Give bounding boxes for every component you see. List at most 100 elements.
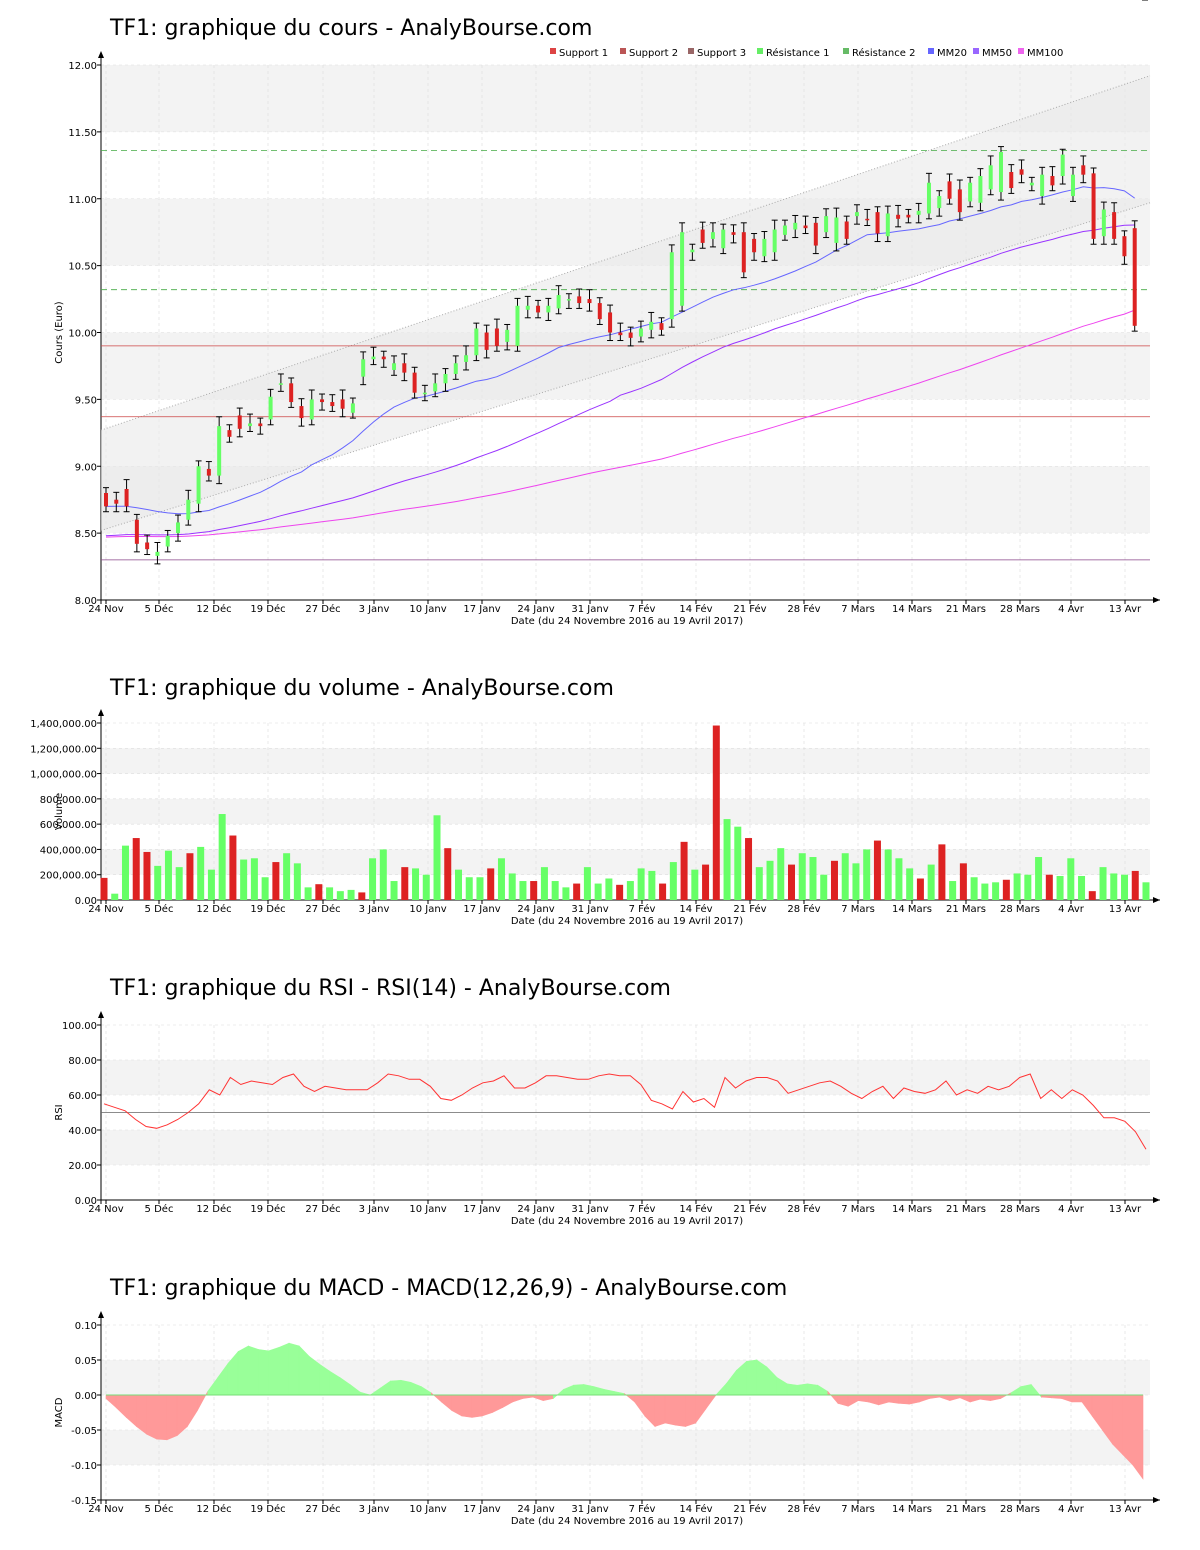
candle-body bbox=[669, 252, 674, 320]
candle bbox=[946, 173, 953, 205]
volume-bar bbox=[992, 882, 1000, 900]
y-tick-label: 0.10 bbox=[75, 1321, 97, 1332]
volume-bar bbox=[229, 835, 237, 900]
candle bbox=[319, 393, 326, 411]
volume-bar bbox=[852, 863, 860, 900]
volume-bar bbox=[315, 884, 323, 900]
candle-body bbox=[104, 493, 108, 507]
volume-bar bbox=[1067, 858, 1075, 900]
y-tick-label: 11.00 bbox=[68, 195, 97, 206]
volume-bar bbox=[379, 849, 387, 900]
x-tick-label: 24 Nov bbox=[88, 604, 124, 615]
candle-body bbox=[608, 312, 613, 333]
volume-bar bbox=[669, 862, 677, 900]
candle bbox=[133, 513, 140, 553]
volume-bar bbox=[562, 887, 570, 900]
x-tick-label: 19 Déc bbox=[250, 1503, 285, 1515]
volume-bar bbox=[465, 877, 473, 900]
volume-bar bbox=[175, 867, 183, 900]
y-tick-label: -0.10 bbox=[71, 1461, 97, 1472]
candle-body bbox=[947, 181, 952, 199]
macd-area-segment bbox=[176, 1394, 188, 1437]
candle bbox=[175, 514, 182, 542]
candle bbox=[1008, 164, 1015, 194]
volume-bar bbox=[1099, 867, 1107, 900]
candle bbox=[555, 285, 562, 315]
macd-area-segment bbox=[786, 1383, 798, 1396]
candle bbox=[997, 146, 1004, 201]
macd-area-segment bbox=[105, 1394, 117, 1409]
candle bbox=[164, 529, 171, 553]
volume-bar bbox=[1035, 857, 1043, 900]
x-tick-label: 17 Janv bbox=[463, 1504, 500, 1515]
candle bbox=[154, 541, 161, 565]
chart-title: TF1: graphique du MACD - MACD(12,26,9) -… bbox=[109, 1276, 787, 1301]
x-tick-label: 31 Janv bbox=[571, 1204, 608, 1215]
candle bbox=[751, 233, 758, 261]
candle bbox=[1121, 230, 1128, 265]
macd-area-segment bbox=[136, 1394, 147, 1435]
macd-area-segment bbox=[1132, 1394, 1144, 1480]
legend-label: MM50 bbox=[982, 48, 1012, 59]
legend-swatch bbox=[928, 48, 934, 54]
candle-body bbox=[659, 323, 664, 330]
candle bbox=[1018, 159, 1025, 184]
candle bbox=[925, 172, 932, 220]
candle-body bbox=[752, 238, 757, 253]
chart-title: TF1: graphique du RSI - RSI(14) - AnalyB… bbox=[109, 976, 671, 1001]
candle-body bbox=[484, 332, 489, 350]
candle bbox=[853, 204, 860, 225]
candle bbox=[1039, 166, 1046, 205]
volume-bar bbox=[809, 857, 817, 900]
y-tick-label: -0.15 bbox=[71, 1496, 97, 1507]
macd-area-segment bbox=[1091, 1394, 1103, 1431]
y-axis-arrow bbox=[98, 1311, 104, 1318]
panel-price: TF1: graphique du cours - AnalyBourse.co… bbox=[54, 0, 1160, 627]
candle bbox=[1131, 220, 1138, 332]
volume-bar bbox=[712, 725, 720, 900]
candle-body bbox=[124, 488, 129, 507]
macd-area-segment bbox=[115, 1394, 127, 1419]
y-tick-label: 100.00 bbox=[62, 1021, 97, 1032]
x-tick-label: 27 Déc bbox=[305, 1203, 340, 1215]
macd-area-segment bbox=[654, 1394, 666, 1427]
macd-area-segment bbox=[847, 1394, 859, 1407]
x-tick-label: 4 Avr bbox=[1058, 1204, 1085, 1215]
x-tick-label: 21 Mars bbox=[946, 604, 986, 615]
y-tick-label: 1,400,000.00 bbox=[30, 719, 97, 730]
candle-body bbox=[237, 415, 242, 429]
panel-macd: TF1: graphique du MACD - MACD(12,26,9) -… bbox=[54, 1276, 1160, 1527]
candle-body bbox=[381, 356, 386, 360]
candle-body bbox=[186, 499, 191, 520]
volume-bar bbox=[616, 884, 624, 900]
channel-lower bbox=[100, 202, 1151, 531]
legend-swatch bbox=[1018, 48, 1024, 54]
candle-body bbox=[988, 165, 993, 190]
x-tick-label: 14 Fév bbox=[679, 903, 712, 915]
candle bbox=[812, 216, 819, 255]
candle-body bbox=[1040, 174, 1045, 197]
x-tick-label: 17 Janv bbox=[463, 1204, 500, 1215]
volume-bar bbox=[691, 869, 699, 900]
volume-bar bbox=[830, 860, 838, 900]
candle-body bbox=[505, 329, 510, 342]
candle bbox=[956, 179, 963, 221]
legend-label: Résistance 2 bbox=[852, 47, 915, 59]
macd-area-segment bbox=[664, 1394, 676, 1426]
grid-band bbox=[101, 849, 1150, 875]
volume-bar bbox=[734, 826, 742, 900]
macd-area-segment bbox=[959, 1394, 971, 1403]
candle bbox=[339, 389, 346, 418]
candle-body bbox=[690, 249, 695, 253]
x-tick-label: 21 Fév bbox=[733, 1203, 766, 1215]
x-tick-label: 3 Janv bbox=[359, 1204, 390, 1215]
x-axis-arrow bbox=[1153, 1197, 1160, 1203]
candle bbox=[761, 231, 768, 263]
x-tick-label: 28 Fév bbox=[787, 1503, 820, 1515]
volume-bar bbox=[723, 819, 731, 900]
candle-body bbox=[937, 196, 942, 209]
candle-body bbox=[968, 182, 973, 202]
candle bbox=[144, 534, 151, 556]
y-tick-label: 200,000.00 bbox=[40, 871, 97, 882]
candle bbox=[401, 353, 408, 382]
